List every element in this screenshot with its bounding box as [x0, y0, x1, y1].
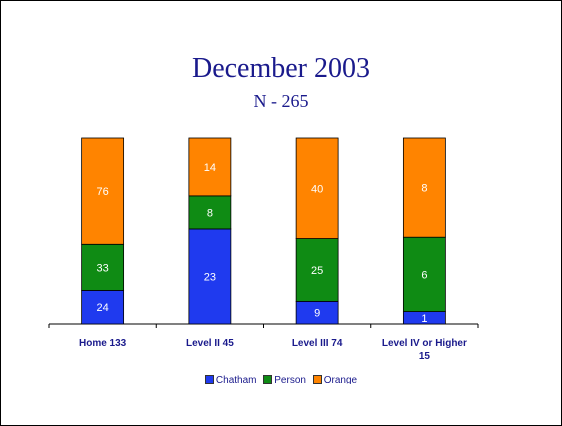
bar-home-person: [81, 243, 125, 291]
bar-level-iii-orange: [295, 137, 339, 239]
legend-label-orange: Orange: [323, 375, 358, 384]
data-label-level-ii-person: 8: [207, 207, 213, 219]
legend-swatch-chatham: [204, 375, 214, 384]
data-label-level-iii-person: 25: [311, 265, 323, 277]
legend-swatch-person: [263, 375, 273, 384]
data-label-level-iii-orange: 40: [311, 183, 323, 195]
bar-level-iii-person: [295, 238, 339, 302]
category-label-level-iv: Level IV or Higher: [382, 338, 467, 349]
legend: Chatham Person Orange: [1, 374, 561, 384]
legend-item-person: Person: [263, 374, 306, 384]
bar-level-iv-person: [402, 236, 446, 312]
bar-home-chatham: [81, 290, 125, 325]
legend-label-chatham: Chatham: [215, 375, 257, 384]
chart-subtitle: N - 265: [253, 91, 309, 111]
data-label-home-orange: 76: [97, 186, 109, 198]
legend-swatch-orange: [312, 375, 322, 384]
category-label-level-iii: Level III 74: [292, 338, 343, 349]
bar-level-ii-orange: [188, 137, 232, 197]
data-label-home-chatham: 24: [97, 302, 109, 314]
bar-level-iv-orange: [402, 137, 446, 238]
data-label-level-iii-chatham: 9: [314, 308, 320, 320]
bar-level-ii-chatham: [188, 228, 232, 325]
data-label-home-person: 33: [97, 262, 109, 274]
data-label-level-iv-person: 6: [421, 269, 427, 281]
data-label-level-ii-orange: 14: [204, 162, 216, 174]
legend-item-orange: Orange: [312, 374, 358, 384]
bar-home-orange: [81, 137, 125, 245]
bar-level-ii-person: [188, 195, 232, 230]
data-label-level-iv-orange: 8: [421, 183, 427, 195]
category-label-level-iv: 15: [419, 351, 431, 362]
data-label-level-iv-chatham: 1: [421, 313, 427, 325]
data-label-level-ii-chatham: 23: [204, 271, 216, 283]
category-label-home: Home 133: [79, 338, 127, 349]
category-label-level-ii: Level II 45: [186, 338, 234, 349]
legend-label-person: Person: [274, 375, 306, 384]
legend-item-chatham: Chatham: [204, 374, 257, 384]
chart-title: December 2003: [191, 53, 371, 84]
